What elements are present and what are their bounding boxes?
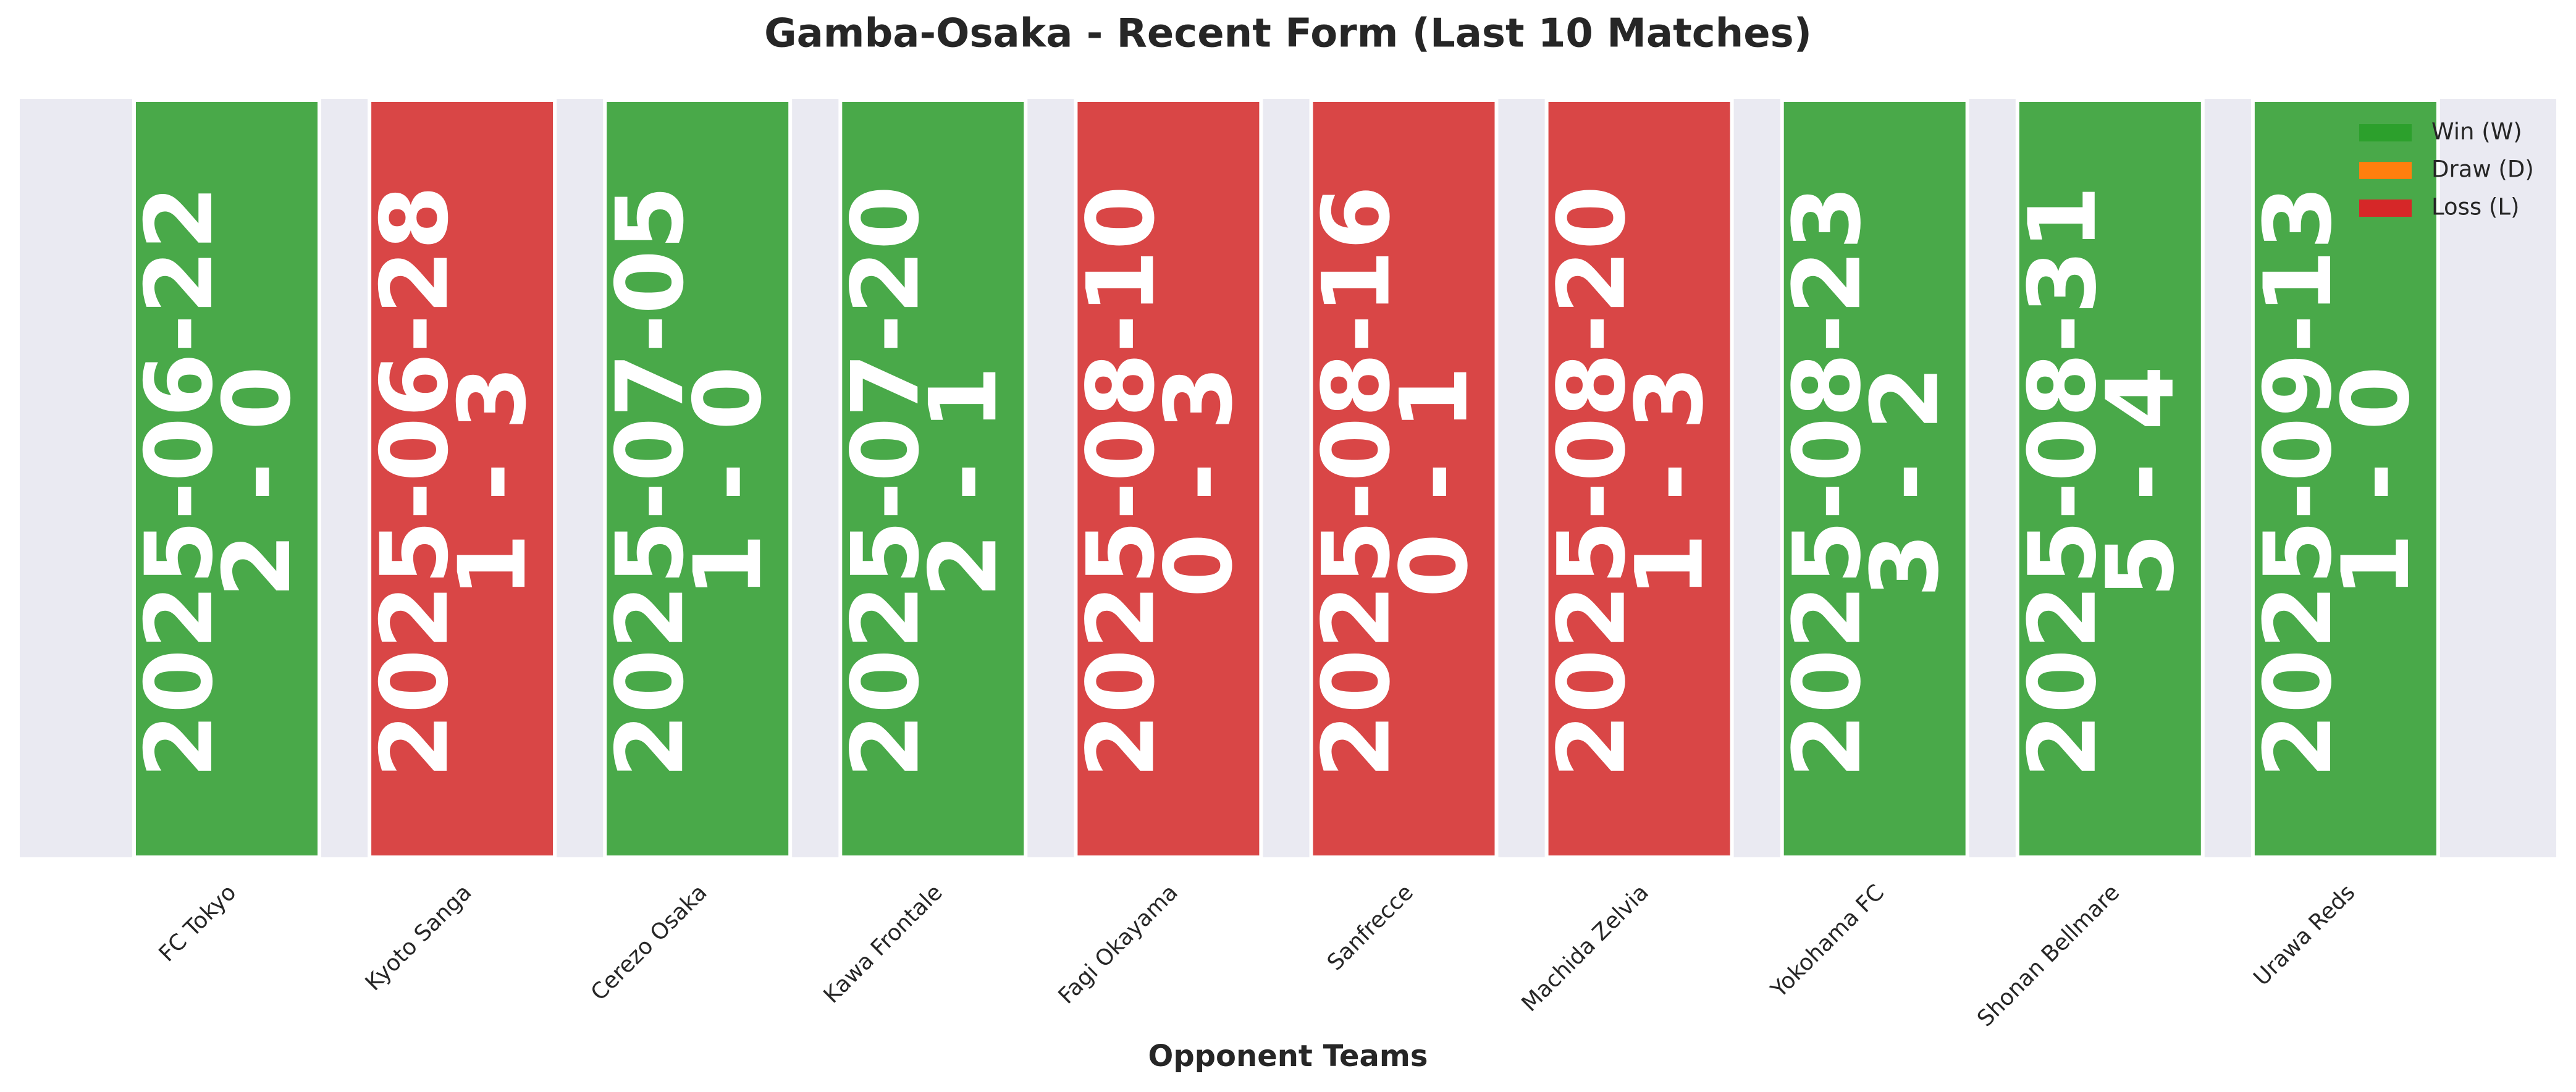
match-score: 1 - 3 [439,366,547,597]
result-bar [1309,98,1499,859]
result-bar [603,98,793,859]
match-date: 2025-08-16 [1303,185,1411,778]
match-score: 1 - 0 [2323,366,2430,597]
x-tick-label: FC Tokyo [154,880,242,967]
x-tick-label: Kawa Frontale [819,880,948,1008]
x-tick-label: Yokohama FC [1766,880,1889,1002]
match-score: 3 - 2 [1852,366,1959,597]
match-date: 2025-08-10 [1067,185,1175,778]
match-score: 1 - 3 [1617,366,1724,597]
result-bar [132,98,321,859]
match-date: 2025-06-28 [361,185,469,778]
result-bar [368,98,557,859]
legend-swatch [2359,124,2412,141]
x-tick-label: Machida Zelvia [1517,880,1654,1017]
match-date: 2025-08-31 [2010,185,2117,778]
match-score: 2 - 1 [910,366,1017,597]
match-score: 0 - 1 [1381,366,1489,597]
x-tick-label: Cerezo Osaka [586,880,712,1006]
match-score: 2 - 0 [204,366,311,597]
result-bar [2250,98,2440,859]
match-date: 2025-07-05 [597,185,704,778]
result-bar [1544,98,1734,859]
match-date: 2025-07-20 [832,185,940,778]
x-tick-label: Sanfrecce [1323,880,1418,975]
chart-title: Gamba-Osaka - Recent Form (Last 10 Match… [764,11,1812,57]
match-date: 2025-08-20 [1539,185,1646,778]
result-bar [1780,98,1969,859]
x-tick-label: Shonan Bellmare [1972,880,2124,1031]
legend-label: Loss (L) [2431,194,2519,220]
legend-label: Draw (D) [2431,156,2534,183]
result-bar [1074,98,1263,859]
match-date: 2025-06-22 [126,185,234,778]
match-date: 2025-09-13 [2245,185,2352,778]
x-tick-label: Urawa Reds [2249,880,2360,991]
x-tick-label: Fagi Okayama [1054,880,1183,1009]
x-tick-label: Kyoto Sanga [361,880,477,996]
match-score: 1 - 0 [675,366,782,597]
x-axis-label: Opponent Teams [1148,1039,1428,1073]
legend-swatch [2359,162,2412,179]
match-score: 0 - 3 [1145,366,1253,597]
match-date: 2025-08-23 [1774,185,1882,778]
match-score: 5 - 4 [2087,366,2195,597]
result-bar [838,98,1028,859]
result-bar [2015,98,2205,859]
legend-swatch [2359,200,2412,217]
legend-label: Win (W) [2431,119,2522,145]
